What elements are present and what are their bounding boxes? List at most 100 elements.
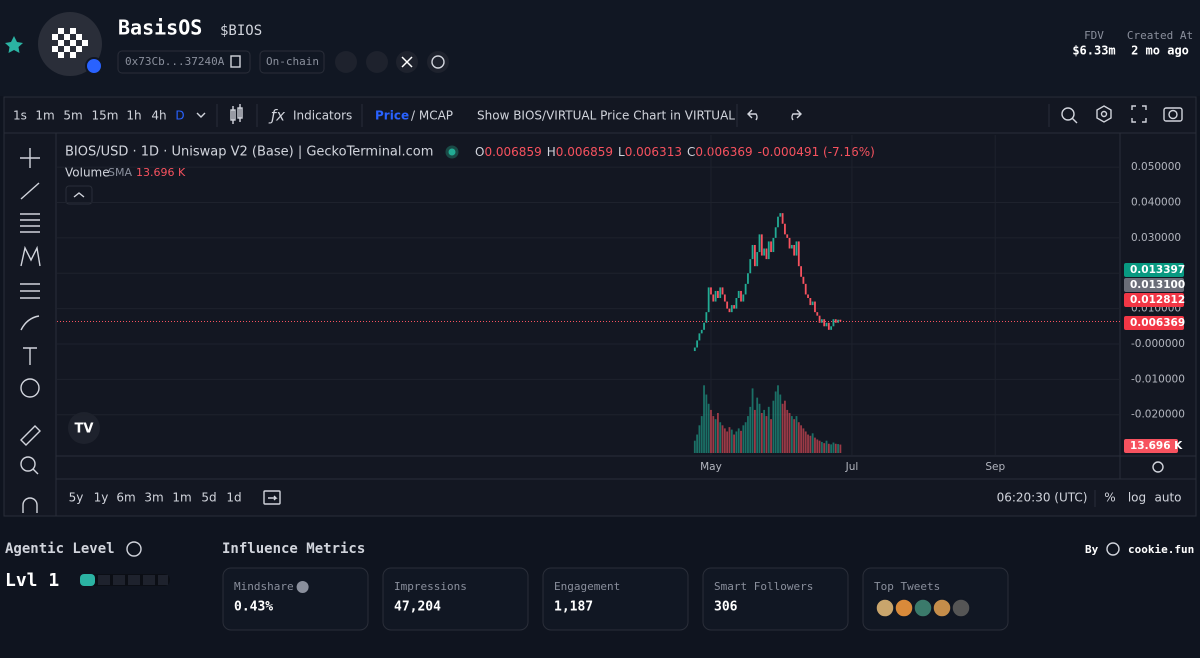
volume-label: Volume xyxy=(65,166,110,180)
y-tick-label: 0.050000 xyxy=(1131,161,1181,173)
interval[interactable]: 4h xyxy=(151,109,166,123)
candle-body xyxy=(714,290,717,302)
candle-body xyxy=(765,248,768,260)
right-tool-icons[interactable] xyxy=(1061,105,1183,124)
volume-bar xyxy=(733,434,735,453)
volume-bar xyxy=(696,434,699,453)
range[interactable]: 6m xyxy=(116,491,135,505)
range[interactable]: 1m xyxy=(172,491,191,505)
candle-body xyxy=(784,223,786,235)
metric-card xyxy=(382,567,529,631)
volume-bar xyxy=(818,440,821,453)
sma-label: SMA xyxy=(108,166,132,179)
mcap-toggle[interactable]: / MCAP xyxy=(411,109,453,123)
volume-bar xyxy=(777,385,779,453)
candle-body xyxy=(747,273,749,284)
interval[interactable]: D xyxy=(175,109,184,123)
metric-label: Mindshare xyxy=(234,580,294,593)
level-segments xyxy=(98,575,168,585)
candle-body xyxy=(751,244,754,260)
candle-body xyxy=(721,287,724,295)
o-value: 0.006859 xyxy=(484,145,541,159)
range[interactable]: 1d xyxy=(226,491,241,505)
interval[interactable]: 1m xyxy=(35,109,54,123)
metric-card xyxy=(702,567,849,631)
auto-toggle[interactable]: auto xyxy=(1154,491,1181,505)
candle-icon[interactable] xyxy=(230,104,243,124)
candle-body xyxy=(723,294,726,302)
fx-icon[interactable]: ƒx xyxy=(268,107,285,125)
price-label-box xyxy=(1124,316,1184,330)
volume-bar xyxy=(772,400,775,453)
range[interactable]: 1y xyxy=(94,491,109,505)
collapse-button[interactable] xyxy=(65,185,93,205)
volume-bar xyxy=(744,422,747,453)
interval[interactable]: 1s xyxy=(13,109,27,123)
volume-bar xyxy=(820,441,823,453)
candle-body xyxy=(707,287,710,313)
candle-body xyxy=(749,259,752,274)
interval-chevron[interactable] xyxy=(196,112,206,118)
volume-bar xyxy=(823,443,826,453)
clock: 06:20:30 (UTC) xyxy=(997,491,1088,505)
range[interactable]: 5y xyxy=(69,491,84,505)
candle-body xyxy=(814,301,816,313)
candle-body xyxy=(760,234,763,256)
metric-label: Impressions xyxy=(394,580,467,593)
volume-bar xyxy=(797,422,800,453)
collapse-icon xyxy=(73,192,85,198)
interval[interactable]: 15m xyxy=(92,109,119,123)
volume-bar xyxy=(737,428,740,453)
candle-body xyxy=(703,322,705,330)
status-dot xyxy=(445,145,459,159)
price-label-box xyxy=(1124,278,1184,292)
volume-bar xyxy=(749,406,752,453)
candle-body xyxy=(719,287,722,299)
badge: On-chain xyxy=(266,55,319,68)
ticker: $BIOS xyxy=(220,23,262,39)
created-label: Created At xyxy=(1127,29,1193,42)
candle-body xyxy=(726,301,729,309)
volume-bar xyxy=(839,444,842,453)
star-icon[interactable] xyxy=(5,36,23,53)
drawing-tools[interactable] xyxy=(20,148,41,513)
volume-bar xyxy=(814,437,816,453)
level-fill xyxy=(80,574,95,586)
interval[interactable]: 1h xyxy=(126,109,141,123)
y-tick-label: 0.030000 xyxy=(1131,232,1181,244)
percent-toggle[interactable]: % xyxy=(1104,491,1115,505)
range[interactable]: 3m xyxy=(144,491,163,505)
toolbar-separators xyxy=(216,104,1050,127)
info-icon[interactable] xyxy=(296,581,309,593)
token-name: BasisOS xyxy=(118,16,202,40)
info-icon[interactable] xyxy=(126,541,142,557)
candle-body xyxy=(696,340,699,348)
volume-bar xyxy=(795,416,798,453)
volume-bar xyxy=(728,427,731,453)
show-pair[interactable]: Show BIOS/VIRTUAL Price Chart in VIRTUAL xyxy=(477,109,735,123)
price-label-box xyxy=(1124,263,1184,277)
date-range-icon[interactable] xyxy=(263,490,281,505)
address-box[interactable] xyxy=(117,50,251,74)
avatar-pattern xyxy=(52,28,88,58)
log-toggle[interactable]: log xyxy=(1128,491,1146,505)
tv-logo[interactable] xyxy=(68,412,100,444)
x-tick-label: Sep xyxy=(985,461,1005,473)
o-label: O xyxy=(475,145,484,159)
volume-bar xyxy=(816,439,819,453)
undo-icon[interactable] xyxy=(747,109,758,121)
price-toggle[interactable]: Price xyxy=(375,109,409,123)
range[interactable]: 5d xyxy=(201,491,216,505)
copy-icon[interactable] xyxy=(230,55,241,68)
interval[interactable]: 5m xyxy=(63,109,82,123)
social-icons[interactable] xyxy=(335,51,449,73)
brand[interactable]: cookie.fun xyxy=(1128,543,1194,556)
y-tick-label: -0.010000 xyxy=(1131,373,1185,385)
axis-settings[interactable] xyxy=(1152,461,1164,473)
badge-box xyxy=(259,50,325,74)
candle-body xyxy=(788,237,791,249)
price-label: 0.013100 xyxy=(1130,279,1185,291)
volume-bar xyxy=(800,425,802,453)
indicators[interactable]: Indicators xyxy=(293,109,352,123)
